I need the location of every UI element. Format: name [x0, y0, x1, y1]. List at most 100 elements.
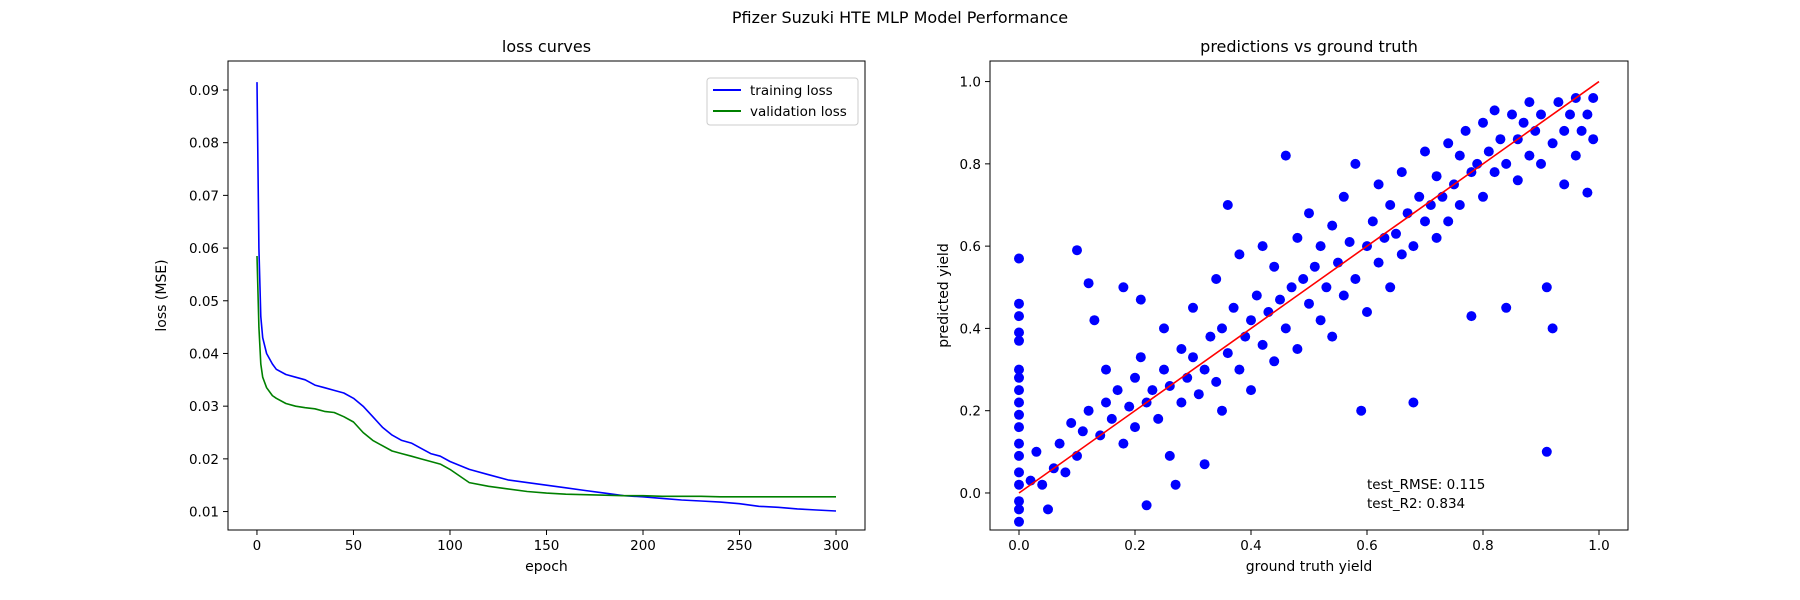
scatter-point [1014, 327, 1024, 338]
scatter-point [1541, 446, 1552, 457]
scatter-panel: predictions vs ground truth 0.0 0.2 0.4 0.6… [936, 37, 1629, 575]
scatter-point [1112, 385, 1123, 396]
x-tick-label: 0.6 [1356, 538, 1377, 554]
scatter-point [1582, 187, 1593, 198]
x-tick-label: 0 [253, 538, 262, 554]
scatter-point [1170, 479, 1181, 490]
scatter-point [1014, 479, 1024, 490]
scatter-point [1199, 364, 1210, 375]
y-tick-label: 0.02 [189, 452, 219, 468]
scatter-point [1118, 282, 1129, 293]
scatter-point [1101, 364, 1111, 375]
scatter-point [1014, 450, 1024, 461]
scatter-point [1478, 117, 1488, 128]
scatter-point [1246, 315, 1256, 326]
x-tick-label: 100 [437, 538, 463, 554]
scatter-point [1443, 138, 1454, 149]
scatter-point [1315, 315, 1326, 326]
scatter-point [1507, 109, 1517, 120]
y-tick-label: 0.01 [189, 505, 219, 521]
y-tick-label: 0.04 [189, 346, 219, 362]
scatter-point [1072, 245, 1082, 256]
scatter-point [1582, 109, 1593, 120]
scatter-point [1286, 282, 1297, 293]
scatter-point [1130, 422, 1140, 433]
scatter-point [1396, 167, 1407, 178]
scatter-point [1089, 315, 1100, 326]
scatter-point [1246, 385, 1256, 396]
scatter-point [1014, 397, 1024, 408]
y-tick-label: 1.0 [960, 75, 981, 91]
scatter-point [1385, 200, 1396, 210]
scatter-point [1420, 146, 1430, 157]
scatter-point [1188, 352, 1198, 363]
scatter-point [1356, 405, 1367, 416]
scatter-point [1014, 253, 1024, 264]
legend-label-validation: validation loss [750, 104, 847, 120]
scatter-point [1037, 479, 1048, 490]
scatter-point [1454, 200, 1465, 210]
scatter-point [1211, 274, 1222, 284]
scatter-point [1014, 335, 1024, 346]
y-tick-label: 0.6 [960, 239, 981, 255]
x-tick-label: 50 [345, 538, 362, 554]
scatter-point [1257, 339, 1268, 350]
y-tick-label: 0.07 [189, 188, 219, 204]
scatter-point [1396, 249, 1407, 260]
scatter-point [1570, 150, 1581, 161]
scatter-x-axis-label: ground truth yield [1246, 559, 1372, 575]
scatter-point [1292, 232, 1303, 243]
scatter-point [1512, 175, 1523, 186]
scatter-point [1193, 389, 1204, 400]
scatter-point [1478, 191, 1488, 202]
scatter-point [1135, 352, 1146, 363]
scatter-point [1060, 467, 1071, 478]
loss-y-ticks: 0.01 0.02 0.03 0.04 0.05 0.06 0.07 0.08 0.09 [189, 83, 228, 521]
x-tick-label: 0.0 [1008, 538, 1029, 554]
scatter-point [1501, 302, 1512, 313]
scatter-point [1014, 422, 1024, 433]
scatter-point [1199, 459, 1210, 470]
scatter-point [1257, 241, 1268, 252]
scatter-point [1408, 241, 1419, 252]
figure-title: Pfizer Suzuki HTE MLP Model Performance [731, 8, 1069, 27]
validation-loss-line [256, 255, 836, 498]
y-tick-label: 0.4 [960, 321, 981, 337]
scatter-x-ticks: 0.0 0.2 0.4 0.6 0.8 1.0 [1008, 530, 1610, 554]
scatter-point [1367, 216, 1378, 227]
scatter-point [1443, 216, 1454, 227]
x-tick-label: 0.2 [1124, 538, 1145, 554]
scatter-point [1588, 134, 1599, 145]
scatter-plot-frame [989, 60, 1629, 531]
scatter-point [1083, 405, 1094, 416]
scatter-point [1501, 158, 1512, 169]
scatter-point [1205, 331, 1216, 342]
scatter-point [1483, 146, 1494, 157]
scatter-point [1106, 413, 1117, 424]
scatter-title: predictions vs ground truth [1200, 37, 1418, 56]
scatter-point [1014, 298, 1024, 309]
scatter-point [1391, 228, 1401, 239]
scatter-point [1431, 171, 1442, 182]
scatter-point [1373, 179, 1384, 190]
y-tick-label: 0.05 [189, 294, 219, 310]
scatter-point [1066, 418, 1077, 428]
scatter-point [1176, 397, 1187, 408]
scatter-point [1489, 105, 1500, 116]
scatter-point [1101, 397, 1111, 408]
scatter-point [1327, 331, 1338, 342]
scatter-point [1460, 125, 1471, 136]
loss-legend: training loss validation loss [706, 77, 859, 126]
training-loss-line [256, 82, 837, 512]
scatter-point [1536, 109, 1546, 120]
scatter-point [1269, 261, 1280, 272]
scatter-point [1309, 261, 1320, 272]
scatter-point [1466, 311, 1477, 322]
scatter-point [1275, 294, 1285, 305]
scatter-point [1541, 282, 1552, 293]
scatter-point [1054, 438, 1065, 449]
y-tick-label: 0.09 [189, 83, 219, 99]
test-r2-annotation: test_R2: 0.834 [1367, 496, 1465, 512]
scatter-point [1420, 216, 1430, 227]
scatter-point [1489, 167, 1500, 178]
